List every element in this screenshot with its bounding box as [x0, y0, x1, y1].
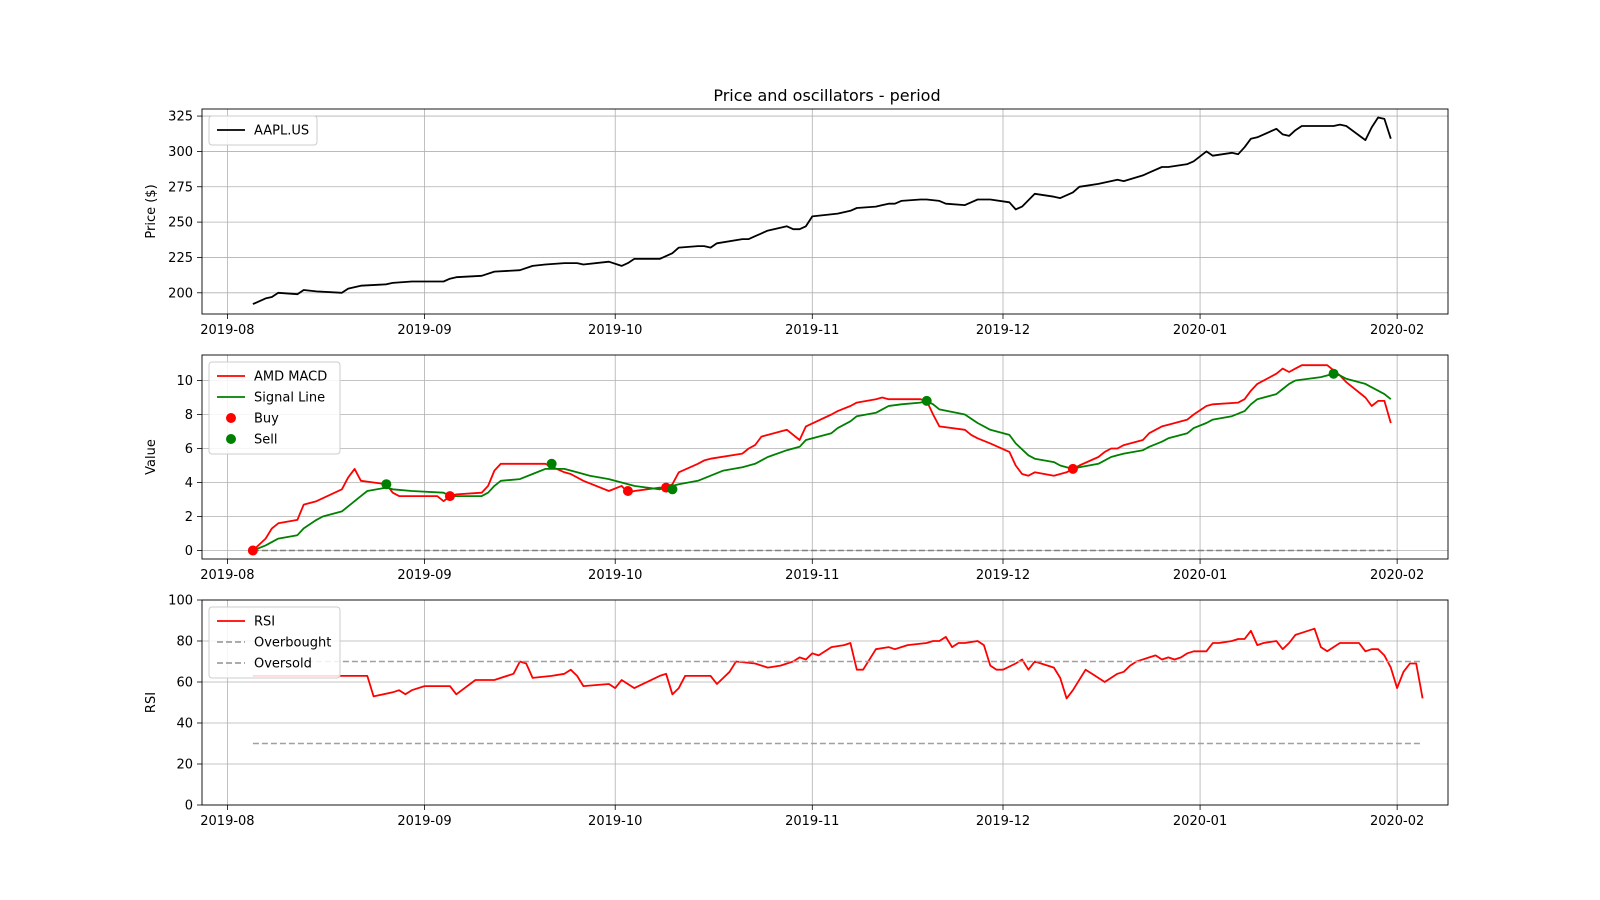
x-tick-label: 2019-08	[200, 323, 254, 338]
buy-marker	[247, 545, 258, 556]
y-tick-label: 225	[168, 251, 193, 266]
plot-frame	[201, 354, 1449, 560]
x-tick-label: 2019-08	[200, 814, 254, 829]
legend: AAPL.US	[208, 115, 318, 146]
chart-title: Price and oscillators - period	[713, 86, 940, 105]
legend-label-aapl-us: AAPL.US	[254, 124, 309, 139]
plot-frame	[201, 108, 1449, 315]
x-tick-label: 2019-09	[397, 323, 451, 338]
sell-marker	[1328, 368, 1339, 379]
macd-panel: 0 2 4 6 8 10 2019-08 2019-09 2019-10 2019-11 2019-…	[144, 354, 1449, 583]
y-tick-label: 4	[185, 476, 193, 491]
x-tick-label: 2019-12	[976, 814, 1030, 829]
y-tick-label: 40	[176, 717, 193, 732]
legend-label-amd-macd: AMD MACD	[254, 370, 327, 385]
legend-label-buy: Buy	[254, 412, 279, 427]
rsi-line	[252, 627, 1424, 700]
y-axis-label: RSI	[144, 692, 159, 713]
sell-marker	[667, 484, 678, 495]
x-tick-label: 2019-10	[588, 323, 642, 338]
sell-marker	[381, 479, 392, 490]
legend-box	[208, 361, 341, 455]
y-tick-label: 2	[185, 510, 193, 525]
x-tick-label: 2020-02	[1370, 814, 1424, 829]
x-tick-label: 2019-11	[785, 814, 839, 829]
x-tick-label: 2019-08	[200, 568, 254, 583]
y-tick-label: 8	[185, 408, 193, 423]
y-tick-label: 60	[176, 676, 193, 691]
x-tick-label: 2020-01	[1173, 814, 1227, 829]
rsi-panel: 0 20 40 60 80 100 2019-08 2019-09 2019-10 2019-11…	[144, 594, 1449, 829]
y-tick-label: 20	[176, 758, 193, 773]
y-tick-label: 325	[168, 110, 193, 125]
y-tick-label: 80	[176, 635, 193, 650]
y-tick-label: 6	[185, 442, 193, 457]
y-tick-label: 10	[176, 374, 193, 389]
buy-marker	[1067, 463, 1078, 474]
y-axis-label: Value	[144, 439, 159, 475]
y-tick-label: 0	[185, 799, 193, 814]
x-tick-label: 2019-12	[976, 323, 1030, 338]
legend-label-rsi: RSI	[254, 615, 275, 630]
legend-swatch-buy	[226, 413, 236, 423]
legend-label-overbought: Overbought	[254, 636, 331, 651]
x-tick-label: 2020-02	[1370, 568, 1424, 583]
legend: AMD MACD Signal Line Buy Sell	[208, 361, 341, 455]
legend-label-oversold: Oversold	[254, 657, 312, 672]
y-tick-label: 300	[168, 145, 193, 160]
y-tick-label: 100	[168, 594, 193, 609]
signal-line-line	[252, 372, 1392, 552]
x-tick-label: 2019-10	[588, 814, 642, 829]
legend-swatch-sell	[226, 434, 236, 444]
x-tick-label: 2019-12	[976, 568, 1030, 583]
legend-box	[208, 606, 341, 679]
sell-marker	[546, 458, 557, 469]
legend-label-sell: Sell	[254, 433, 277, 448]
aapl-us-line	[252, 116, 1392, 305]
x-tick-label: 2019-09	[397, 568, 451, 583]
legend-label-signal-line: Signal Line	[254, 391, 325, 406]
price-panel: 200 225 250 275 300 325 2019-08 2019-09 2019-10 2…	[144, 108, 1449, 338]
x-tick-label: 2020-01	[1173, 323, 1227, 338]
y-tick-label: 200	[168, 286, 193, 301]
x-tick-label: 2019-11	[785, 568, 839, 583]
buy-marker	[622, 486, 633, 496]
x-tick-label: 2019-10	[588, 568, 642, 583]
y-tick-label: 250	[168, 216, 193, 231]
x-tick-label: 2019-11	[785, 323, 839, 338]
y-tick-label: 0	[185, 544, 193, 559]
x-tick-label: 2019-09	[397, 814, 451, 829]
plot-frame	[201, 599, 1449, 806]
y-axis-label: Price ($)	[144, 184, 159, 238]
x-tick-label: 2020-02	[1370, 323, 1424, 338]
x-tick-label: 2020-01	[1173, 568, 1227, 583]
legend-box	[208, 115, 318, 146]
legend: RSI Overbought Oversold	[208, 606, 341, 679]
y-tick-label: 275	[168, 180, 193, 195]
buy-marker	[444, 491, 455, 502]
sell-marker	[921, 395, 932, 406]
